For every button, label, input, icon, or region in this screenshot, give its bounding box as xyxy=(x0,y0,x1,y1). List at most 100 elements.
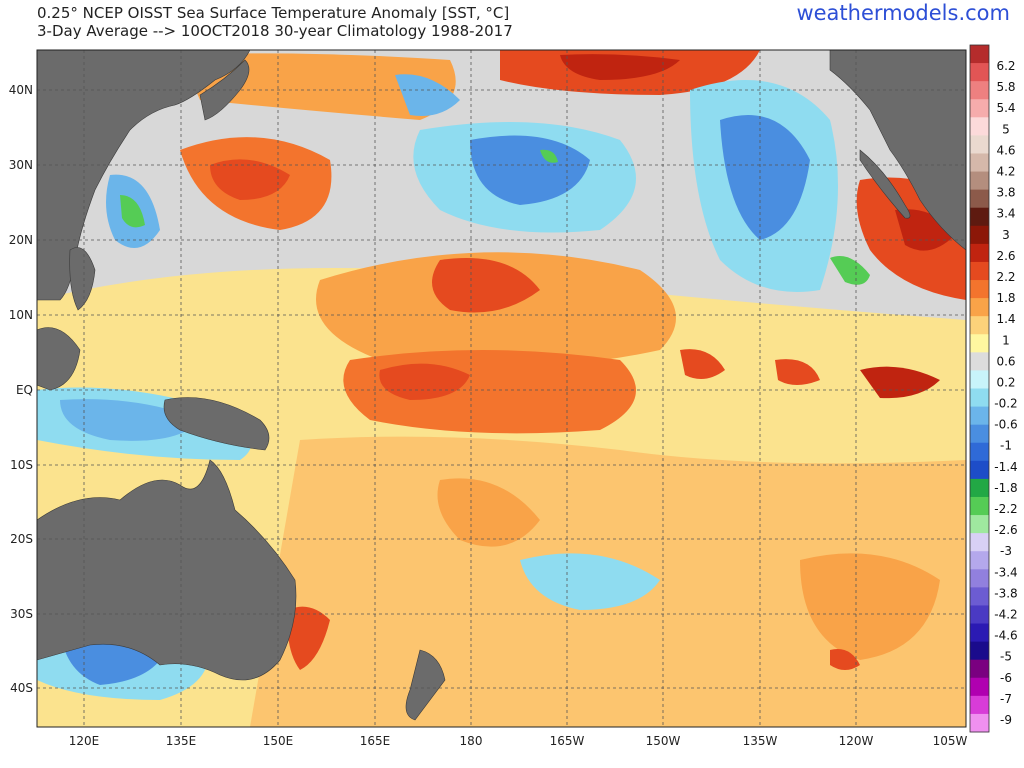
colorbar-swatch xyxy=(970,153,989,173)
colorbar-swatch xyxy=(970,117,989,136)
colorbar-swatch xyxy=(970,207,989,227)
colorbar-swatch xyxy=(970,496,989,516)
lon-axis: 120E 135E 150E 165E 180 165W 150W 135W 1… xyxy=(69,734,968,748)
colorbar-label: -4.2 xyxy=(994,608,1017,622)
graticule xyxy=(37,50,966,727)
colorbar-label: 4.2 xyxy=(996,165,1015,179)
colorbar-swatch xyxy=(970,99,989,118)
lon-tick-label: 150E xyxy=(263,734,294,748)
lon-tick-label: 120E xyxy=(69,734,100,748)
lat-tick-label: 10S xyxy=(10,458,33,472)
lat-tick-label: 40S xyxy=(10,681,33,695)
colorbar-swatch xyxy=(970,677,989,697)
colorbar-swatch xyxy=(970,298,989,317)
colorbar-label: -3.8 xyxy=(994,586,1017,600)
colorbar-label: -4.6 xyxy=(994,629,1017,643)
header: 0.25° NCEP OISST Sea Surface Temperature… xyxy=(0,0,1024,46)
colorbar-label: 5.8 xyxy=(996,80,1015,94)
colorbar-label: 1 xyxy=(1002,333,1010,347)
new-zealand-landmass xyxy=(405,649,446,721)
australia-landmass xyxy=(37,459,297,681)
colorbar-label: -1.8 xyxy=(994,481,1017,495)
colorbar-label: 2.6 xyxy=(996,249,1015,263)
colorbar-label: -6 xyxy=(1000,671,1012,685)
colorbar-swatch xyxy=(970,478,989,498)
colorbar-swatch xyxy=(970,334,989,353)
colorbar-swatch xyxy=(970,352,989,371)
lon-tick-label: 180 xyxy=(460,734,483,748)
lat-tick-label: 10N xyxy=(9,308,33,322)
colorbar-swatch xyxy=(970,261,989,281)
colorbar-label: -3.4 xyxy=(994,565,1017,579)
colorbar-label: -7 xyxy=(1000,692,1012,706)
colorbar-swatch xyxy=(970,388,989,408)
colorbar-swatch xyxy=(970,551,989,570)
colorbar-frame xyxy=(969,44,990,733)
colorbar-swatch xyxy=(970,442,989,462)
colorbar-swatch xyxy=(970,641,989,661)
colorbar-swatch xyxy=(970,623,989,643)
colorbar-swatch xyxy=(970,225,989,245)
map-frame xyxy=(36,49,967,728)
colorbar-label: -0.2 xyxy=(994,397,1017,411)
colorbar-swatch xyxy=(970,605,989,625)
colorbar: 6.2 5.8 5.4 5 4.6 4.2 3.8 3.4 3 2.6 2.2 1.8 1.4 1 0.6 0… xyxy=(969,44,1018,733)
colorbar-label: -2.2 xyxy=(994,502,1017,516)
colorbar-label: -3 xyxy=(1000,544,1012,558)
colorbar-swatch xyxy=(970,460,989,480)
colorbar-label: 5 xyxy=(1002,122,1010,136)
lat-tick-label: 40N xyxy=(9,83,33,97)
colorbar-label: 3.4 xyxy=(996,207,1015,221)
colorbar-label: -5 xyxy=(1000,650,1012,664)
lon-tick-label: 120W xyxy=(839,734,874,748)
lon-tick-label: 165E xyxy=(360,734,391,748)
colorbar-swatch xyxy=(970,171,989,191)
lon-tick-label: 135W xyxy=(743,734,778,748)
colorbar-label: 1.8 xyxy=(996,291,1015,305)
colorbar-label: 6.2 xyxy=(996,59,1015,73)
colorbar-swatch xyxy=(970,135,989,154)
north-america-landmass xyxy=(829,50,966,251)
colorbar-swatch xyxy=(970,81,989,100)
lat-axis: 40N 30N 20N 10N EQ 10S 20S 30S 40S xyxy=(9,83,33,695)
colorbar-label: 2.2 xyxy=(996,270,1015,284)
colorbar-label: -0.6 xyxy=(994,418,1017,432)
colorbar-swatch xyxy=(970,587,989,606)
map-panel xyxy=(37,50,966,727)
colorbar-label: 0.2 xyxy=(996,376,1015,390)
colorbar-swatch xyxy=(970,243,989,263)
lon-tick-label: 105W xyxy=(933,734,968,748)
colorbar-swatch xyxy=(970,713,989,733)
colorbar-swatch xyxy=(970,63,989,82)
colorbar-label: 3 xyxy=(1002,228,1010,242)
colorbar-label: 0.6 xyxy=(996,354,1015,368)
colorbar-swatch xyxy=(970,659,989,679)
colorbar-swatch xyxy=(970,370,989,389)
land-masses xyxy=(37,50,966,721)
title-line-2: 3-Day Average --> 10OCT2018 30-year Clim… xyxy=(37,22,513,40)
colorbar-swatch xyxy=(970,280,989,299)
colorbar-label: -2.6 xyxy=(994,523,1017,537)
lat-tick-label: 20S xyxy=(10,532,33,546)
colorbar-swatch xyxy=(970,695,989,715)
lat-tick-label: 30S xyxy=(10,607,33,621)
borneo-landmass xyxy=(37,327,81,391)
title-line-1: 0.25° NCEP OISST Sea Surface Temperature… xyxy=(37,4,510,22)
colorbar-label: -1 xyxy=(1000,439,1012,453)
new-guinea-landmass xyxy=(163,397,270,451)
colorbar-label: -1.4 xyxy=(994,460,1017,474)
colorbar-labels: 6.2 5.8 5.4 5 4.6 4.2 3.8 3.4 3 2.6 2.2 1.8 1.4 1 0.6 0… xyxy=(994,59,1017,727)
colorbar-label: 1.4 xyxy=(996,312,1015,326)
colorbar-swatch xyxy=(970,316,989,335)
baja-california-landmass xyxy=(859,149,911,219)
colorbar-swatches xyxy=(970,45,989,733)
lon-tick-label: 135E xyxy=(166,734,197,748)
colorbar-swatch xyxy=(970,515,989,534)
brand-link[interactable]: weathermodels.com xyxy=(796,1,1010,25)
colorbar-label: -9 xyxy=(1000,713,1012,727)
colorbar-label: 4.6 xyxy=(996,143,1015,157)
lon-tick-label: 165W xyxy=(550,734,585,748)
colorbar-swatch xyxy=(970,424,989,444)
colorbar-swatch xyxy=(970,569,989,588)
colorbar-swatch xyxy=(970,45,989,64)
